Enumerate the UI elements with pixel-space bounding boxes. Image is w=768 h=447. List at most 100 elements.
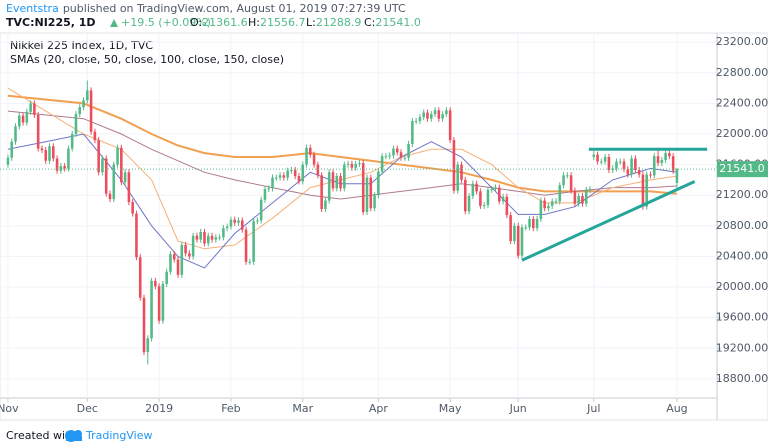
candle-body: [573, 190, 577, 204]
ohlc-value: 21361.6: [202, 16, 248, 29]
candle-body: [214, 237, 218, 240]
ohlc-label: C:: [364, 16, 375, 29]
candle-body: [324, 200, 327, 209]
footer-created: Created with: [6, 429, 76, 442]
header-line: Eventstra published on TradingView.com, A…: [6, 2, 406, 15]
candle-body: [456, 164, 460, 191]
candle-body: [203, 231, 206, 244]
candle-body: [520, 227, 524, 256]
candle-body: [505, 196, 509, 216]
candle-body: [441, 114, 444, 119]
candle-body: [191, 235, 195, 257]
candle-body: [131, 202, 134, 214]
candle-body: [229, 219, 233, 227]
candle-body: [516, 225, 520, 256]
candle-body: [290, 169, 293, 171]
candle-body: [116, 147, 119, 165]
candle-body: [169, 254, 172, 272]
candle-body: [14, 126, 17, 142]
candle-body: [418, 117, 422, 121]
y-tick-label: 20800.00: [716, 219, 768, 232]
candle-body: [278, 175, 282, 178]
x-tick-label: Apr: [369, 402, 389, 415]
author[interactable]: Eventstra: [6, 2, 59, 15]
candle-body: [297, 176, 301, 182]
candle-body: [486, 189, 490, 206]
candle-body: [354, 163, 357, 168]
candle-body: [146, 338, 150, 353]
candle-body: [48, 146, 51, 161]
candle-body: [554, 201, 558, 203]
candle-body: [112, 164, 116, 200]
candle-body: [176, 259, 180, 275]
last-price-tag: [717, 161, 768, 178]
candle-body: [44, 150, 48, 161]
x-tick-label: Jul: [586, 402, 600, 415]
candle-body: [17, 115, 21, 127]
candle-body: [460, 164, 463, 180]
candle-body: [433, 110, 437, 115]
candle-body: [206, 235, 210, 244]
candle-body: [634, 158, 637, 170]
candle-body: [267, 188, 271, 190]
candle-body: [422, 112, 425, 118]
candle-body: [316, 164, 320, 176]
chart-subtitle: SMAs (20, close, 50, close, 100, close, …: [10, 53, 284, 66]
symbol: TVC:NI225, 1D: [6, 16, 96, 29]
candle-body: [361, 163, 365, 213]
candle-body: [222, 228, 225, 238]
candle-body: [259, 199, 263, 221]
candle-body: [199, 231, 202, 240]
x-tick-label: Feb: [221, 402, 240, 415]
candle-body: [479, 191, 482, 206]
candle-body: [55, 158, 59, 171]
logo: [65, 430, 82, 442]
candle-body: [271, 177, 274, 189]
chart-title: Nikkei 225 Index, 1D, TVC: [10, 39, 153, 52]
candle-body: [104, 158, 108, 194]
candle-body: [558, 185, 562, 202]
candle-body: [377, 171, 380, 196]
candle-body: [403, 157, 407, 159]
candle-body: [233, 219, 237, 223]
candle-body: [263, 189, 267, 200]
candle-body: [10, 141, 14, 158]
x-tick-label: May: [439, 402, 462, 415]
candle-body: [237, 220, 240, 223]
candle-body: [581, 195, 584, 204]
sma-line: [7, 94, 677, 195]
ohlc: O:21361.6 H:21556.7 L:21288.9 C:21541.0: [190, 16, 421, 29]
footer-brand[interactable]: TradingView: [85, 429, 152, 442]
candle-body: [652, 156, 656, 176]
last-price-label: 21541.0: [719, 162, 765, 175]
candle-body: [286, 170, 289, 178]
candle-body: [562, 175, 565, 186]
candle-body: [312, 154, 316, 165]
candle-body: [373, 195, 376, 209]
candle-body: [675, 169, 679, 183]
candle-body: [93, 131, 97, 141]
y-tick-label: 23200.00: [716, 35, 768, 48]
candle-body: [161, 283, 165, 321]
candle-body: [392, 148, 395, 156]
candle-body: [350, 163, 354, 168]
y-tick-label: 22400.00: [716, 96, 768, 109]
candle-body: [101, 158, 104, 173]
x-tick-label: Nov: [0, 402, 19, 415]
y-tick-label: 19600.00: [716, 311, 768, 324]
candle-body: [380, 156, 384, 172]
ohlc-label: H:: [248, 16, 260, 29]
candle-body: [184, 244, 187, 254]
candle-body: [448, 110, 452, 141]
y-tick-label: 18800.00: [716, 372, 768, 385]
candle-body: [490, 189, 494, 191]
candle-body: [70, 134, 74, 149]
candle-body: [603, 156, 607, 162]
candle-body: [498, 187, 501, 202]
candle-body: [618, 161, 622, 163]
candle-body: [293, 169, 297, 177]
candle-body: [358, 163, 361, 165]
candle-body: [346, 163, 350, 165]
candle-body: [577, 195, 580, 204]
